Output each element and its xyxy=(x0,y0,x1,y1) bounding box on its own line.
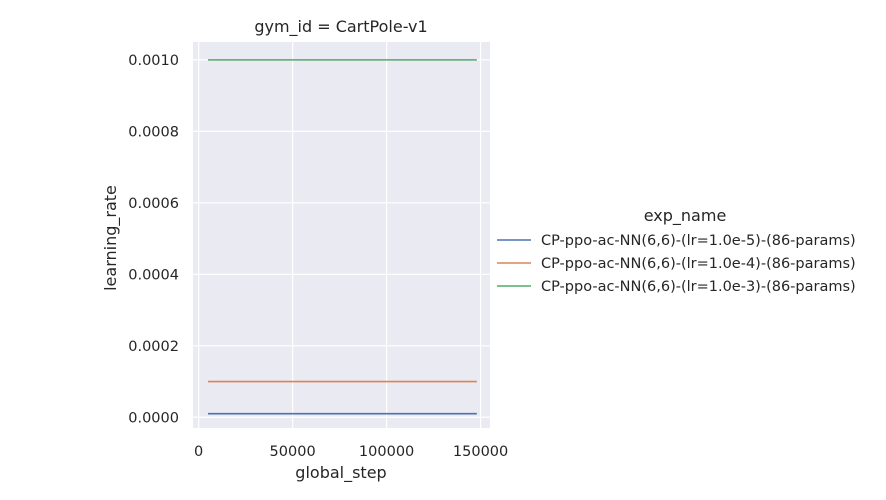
x-tick-label: 150000 xyxy=(453,444,508,460)
y-tick-label: 0.0008 xyxy=(128,124,179,140)
x-axis-label: global_step xyxy=(295,463,386,483)
y-tick-label: 0.0002 xyxy=(128,339,179,355)
legend: exp_name CP-ppo-ac-NN(6,6)-(lr=1.0e-5)-(… xyxy=(497,206,856,295)
y-tick-label: 0.0004 xyxy=(128,267,179,283)
x-axis-ticks: 0 50000 100000 150000 xyxy=(194,444,508,460)
x-tick-label: 100000 xyxy=(359,444,414,460)
series-lines xyxy=(208,59,477,415)
legend-entry-label: CP-ppo-ac-NN(6,6)-(lr=1.0e-3)-(86-params… xyxy=(541,279,856,295)
legend-title: exp_name xyxy=(644,206,727,226)
chart-title: gym_id = CartPole-v1 xyxy=(254,17,427,37)
x-tick-label: 50000 xyxy=(270,444,316,460)
y-axis-ticks: 0.0000 0.0002 0.0004 0.0006 0.0008 0.0010 xyxy=(128,53,179,426)
y-tick-label: 0.0010 xyxy=(128,53,179,69)
plot-background xyxy=(193,42,490,428)
legend-entry-label: CP-ppo-ac-NN(6,6)-(lr=1.0e-5)-(86-params… xyxy=(541,233,856,249)
y-tick-label: 0.0006 xyxy=(128,196,179,212)
x-tick-label: 0 xyxy=(194,444,203,460)
y-axis-label: learning_rate xyxy=(101,185,121,291)
y-tick-label: 0.0000 xyxy=(128,410,179,426)
legend-entry-label: CP-ppo-ac-NN(6,6)-(lr=1.0e-4)-(86-params… xyxy=(541,256,856,272)
